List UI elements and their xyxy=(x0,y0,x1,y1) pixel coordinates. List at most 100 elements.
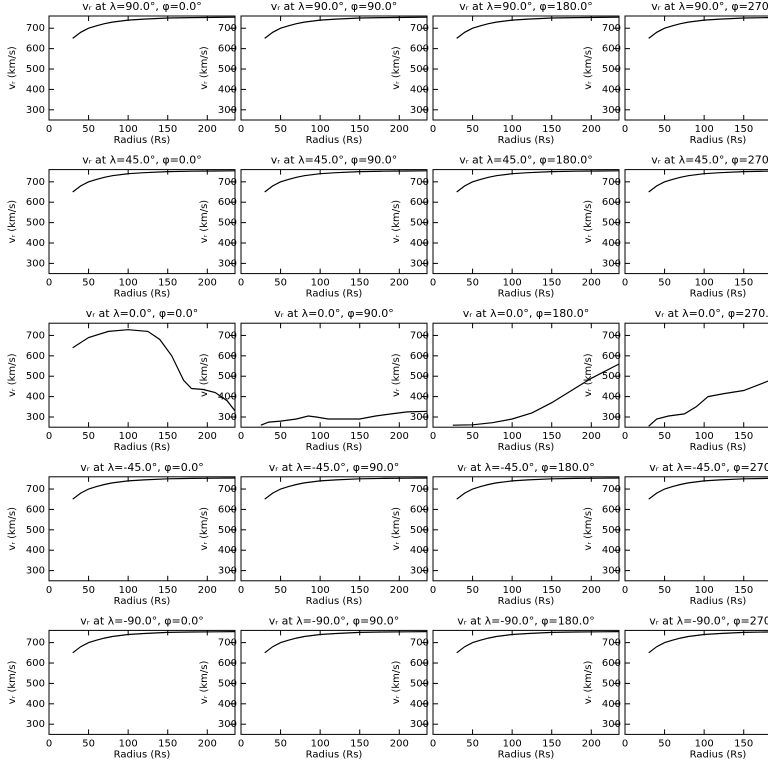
y-tick-label: 300 xyxy=(602,566,621,577)
x-tick-label: 150 xyxy=(734,585,753,596)
plot-frame xyxy=(48,322,236,428)
plot-frame xyxy=(432,322,620,428)
panel: vᵣ at λ=45.0°, φ=0.0°0 50 100 150 2003004005… xyxy=(7,154,236,300)
x-axis-label: Radius (Rs) xyxy=(306,442,363,453)
y-tick-label: 600 xyxy=(602,658,621,669)
x-tick-label: 200 xyxy=(198,585,217,596)
panel: vᵣ at λ=90.0°, φ=180.0°0 50 100 150 20030040… xyxy=(391,0,620,146)
x-axis-label: Radius (Rs) xyxy=(306,289,363,300)
plot-frame xyxy=(624,629,768,735)
y-axis-label: vᵣ (km/s) xyxy=(391,200,402,244)
x-tick-label: 100 xyxy=(695,124,714,135)
y-axis-label: vᵣ (km/s) xyxy=(583,661,594,705)
y-axis-label: vᵣ (km/s) xyxy=(583,200,594,244)
y-tick-label: 600 xyxy=(410,44,429,55)
data-line xyxy=(456,631,620,654)
data-line xyxy=(648,170,768,193)
x-tick-label: 150 xyxy=(350,585,369,596)
panel-title: vᵣ at λ=45.0°, φ=180.0° xyxy=(459,154,593,167)
x-tick-label: 150 xyxy=(158,738,177,749)
x-axis-label: Radius (Rs) xyxy=(690,749,747,760)
y-tick-label: 600 xyxy=(602,351,621,362)
y-tick-label: 400 xyxy=(602,238,621,249)
x-tick-label: 200 xyxy=(582,738,601,749)
y-tick-label: 400 xyxy=(410,84,429,95)
panel: vᵣ at λ=45.0°, φ=180.0°0 50 100 150 20030040… xyxy=(391,154,620,300)
y-tick-label: 600 xyxy=(218,44,237,55)
y-tick-label: 500 xyxy=(602,218,621,229)
y-tick-label: 500 xyxy=(218,371,237,382)
data-line xyxy=(648,477,768,500)
x-tick-label: 50 xyxy=(658,124,671,135)
y-tick-label: 700 xyxy=(410,23,429,34)
x-tick-label: 100 xyxy=(503,431,522,442)
y-tick-label: 400 xyxy=(218,545,237,556)
plot-frame xyxy=(48,169,236,275)
y-tick-label: 500 xyxy=(26,64,45,75)
x-tick-label: 100 xyxy=(311,278,330,289)
y-tick-label: 500 xyxy=(602,525,621,536)
panel-title: vᵣ at λ=0.0°, φ=180.0° xyxy=(463,307,590,320)
data-line xyxy=(456,170,620,193)
y-tick-label: 500 xyxy=(602,64,621,75)
x-tick-label: 200 xyxy=(198,278,217,289)
x-tick-label: 150 xyxy=(158,431,177,442)
x-tick-label: 150 xyxy=(542,738,561,749)
y-tick-label: 300 xyxy=(218,105,237,116)
y-tick-label: 700 xyxy=(410,484,429,495)
data-line xyxy=(260,410,428,426)
y-tick-label: 600 xyxy=(218,658,237,669)
y-tick-label: 700 xyxy=(410,638,429,649)
panel-title: vᵣ at λ=45.0°, φ=90.0° xyxy=(271,154,398,167)
x-tick-label: 100 xyxy=(503,124,522,135)
y-tick-label: 700 xyxy=(218,484,237,495)
plot-frame xyxy=(48,15,236,121)
x-tick-label: 0 xyxy=(46,738,52,749)
x-tick-label: 0 xyxy=(622,738,628,749)
panel-title: vᵣ at λ=45.0°, φ=270.0° xyxy=(651,154,768,167)
x-tick-label: 100 xyxy=(695,278,714,289)
y-tick-label: 600 xyxy=(602,197,621,208)
x-axis-label: Radius (Rs) xyxy=(114,596,171,607)
y-axis-label: vᵣ (km/s) xyxy=(7,661,18,705)
y-tick-label: 600 xyxy=(602,504,621,515)
y-axis-label: vᵣ (km/s) xyxy=(391,353,402,397)
x-axis-label: Radius (Rs) xyxy=(306,135,363,146)
x-tick-label: 50 xyxy=(658,738,671,749)
x-tick-label: 0 xyxy=(622,124,628,135)
x-axis-label: Radius (Rs) xyxy=(306,596,363,607)
x-tick-label: 200 xyxy=(390,124,409,135)
x-axis-label: Radius (Rs) xyxy=(114,442,171,453)
x-tick-label: 100 xyxy=(311,124,330,135)
y-tick-label: 500 xyxy=(218,218,237,229)
x-tick-label: 200 xyxy=(198,431,217,442)
y-tick-label: 400 xyxy=(602,84,621,95)
x-tick-label: 150 xyxy=(350,278,369,289)
y-tick-label: 500 xyxy=(218,678,237,689)
y-tick-label: 300 xyxy=(26,105,45,116)
x-axis-label: Radius (Rs) xyxy=(690,289,747,300)
y-tick-label: 400 xyxy=(602,392,621,403)
panel: vᵣ at λ=0.0°, φ=0.0°0 50 100 150 20030040050… xyxy=(7,307,236,453)
y-tick-label: 500 xyxy=(410,525,429,536)
y-tick-label: 300 xyxy=(410,412,429,423)
y-tick-label: 600 xyxy=(26,351,45,362)
data-line xyxy=(648,631,768,654)
y-axis-label: vᵣ (km/s) xyxy=(7,353,18,397)
y-tick-label: 700 xyxy=(26,330,45,341)
y-tick-label: 400 xyxy=(410,238,429,249)
plot-frame xyxy=(48,629,236,735)
y-tick-label: 400 xyxy=(218,84,237,95)
panel-title: vᵣ at λ=90.0°, φ=90.0° xyxy=(271,0,398,13)
plot-frame xyxy=(624,15,768,121)
data-line xyxy=(264,631,428,654)
x-tick-label: 50 xyxy=(82,124,95,135)
panel-title: vᵣ at λ=90.0°, φ=180.0° xyxy=(459,0,593,13)
y-tick-label: 400 xyxy=(410,545,429,556)
y-tick-label: 600 xyxy=(218,351,237,362)
y-tick-label: 600 xyxy=(410,351,429,362)
y-tick-label: 600 xyxy=(26,658,45,669)
y-axis-label: vᵣ (km/s) xyxy=(391,507,402,551)
